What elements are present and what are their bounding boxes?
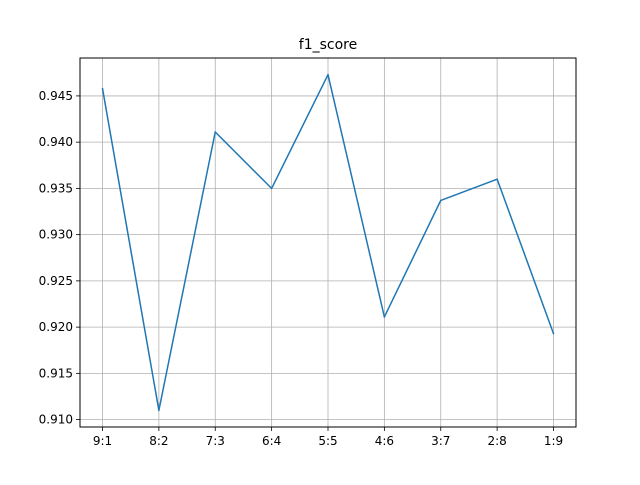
grid-layer (80, 58, 576, 427)
data-point (383, 316, 386, 318)
y-tick-label: 0.935 (39, 181, 73, 195)
y-tick-label: 0.945 (39, 89, 73, 103)
y-tick-label: 0.925 (39, 274, 73, 288)
y-tick-label: 0.920 (39, 320, 73, 334)
y-tick-label: 0.910 (39, 413, 73, 427)
x-tick-label: 8:2 (149, 434, 168, 448)
x-tick-label: 6:4 (262, 434, 281, 448)
series-layer (101, 73, 555, 412)
chart-title: f1_score (299, 37, 357, 53)
x-tick-label: 4:6 (375, 434, 394, 448)
data-point (214, 131, 216, 133)
y-tick-label: 0.940 (39, 135, 73, 149)
data-point (270, 187, 273, 190)
x-tick-label: 2:8 (487, 434, 506, 448)
data-point (496, 178, 498, 180)
data-point (158, 409, 160, 412)
data-point (327, 73, 329, 76)
data-point (101, 87, 104, 90)
x-tick-label: 9:1 (93, 434, 112, 448)
x-tick-label: 5:5 (318, 434, 337, 448)
data-point (552, 332, 555, 335)
tick-layer: 9:1 8:2 7:3 6:4 5:5 4:6 3:7 2:8 1:9 0.910 0.915 0.9… (39, 89, 564, 448)
y-tick-label: 0.930 (39, 228, 73, 242)
x-tick-label: 1:9 (544, 434, 563, 448)
data-point (440, 199, 442, 202)
x-tick-label: 3:7 (431, 434, 450, 448)
x-tick-label: 7:3 (206, 434, 225, 448)
y-tick-label: 0.915 (39, 366, 73, 380)
